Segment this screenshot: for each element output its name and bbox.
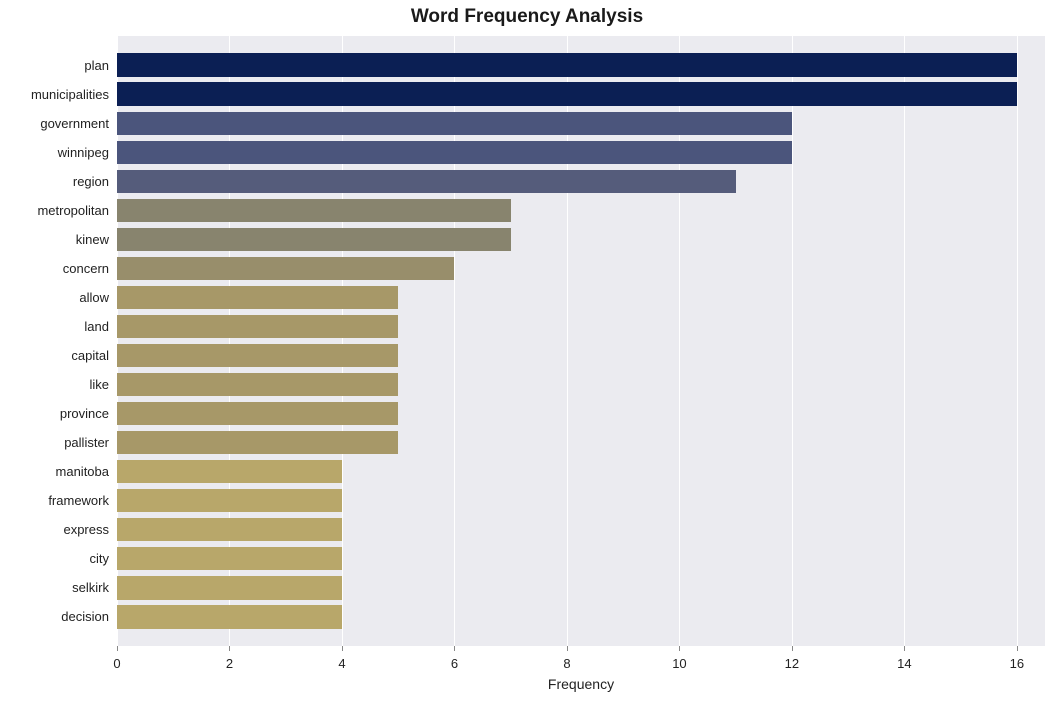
x-gridline [904,36,905,646]
x-tick-mark [904,646,905,651]
x-axis-label: Frequency [548,676,614,692]
bar [117,402,398,425]
y-tick-label: framework [48,493,109,508]
bar [117,315,398,338]
y-tick-label: allow [79,290,109,305]
x-tick-mark [342,646,343,651]
y-tick-label: express [63,522,109,537]
bar [117,431,398,454]
y-tick-label: province [60,406,109,421]
x-tick-mark [454,646,455,651]
x-gridline [792,36,793,646]
bar [117,605,342,628]
chart-container: Word Frequency Analysis Frequency 0 2 4 6 8 1… [0,0,1054,701]
bar [117,576,342,599]
bar [117,547,342,570]
x-tick-label: 6 [451,656,458,671]
y-tick-label: selkirk [72,580,109,595]
x-tick-mark [229,646,230,651]
y-tick-label: concern [63,261,109,276]
plot-area [117,36,1045,646]
bar [117,489,342,512]
x-tick-mark [567,646,568,651]
y-tick-label: city [90,551,110,566]
y-tick-label: manitoba [56,464,109,479]
bar [117,344,398,367]
x-tick-label: 12 [785,656,799,671]
x-tick-label: 2 [226,656,233,671]
x-tick-label: 8 [563,656,570,671]
y-tick-label: region [73,174,109,189]
x-tick-label: 0 [113,656,120,671]
y-tick-label: kinew [76,232,109,247]
x-tick-mark [792,646,793,651]
y-tick-label: land [84,319,109,334]
bar [117,518,342,541]
bar [117,286,398,309]
bar [117,141,792,164]
y-tick-label: winnipeg [58,145,109,160]
y-tick-label: metropolitan [37,203,109,218]
x-tick-mark [117,646,118,651]
x-gridline [1017,36,1018,646]
y-tick-label: plan [84,58,109,73]
x-tick-label: 4 [338,656,345,671]
x-tick-mark [679,646,680,651]
bar [117,257,454,280]
y-tick-label: capital [71,348,109,363]
x-tick-mark [1017,646,1018,651]
y-tick-label: decision [61,609,109,624]
x-tick-label: 10 [672,656,686,671]
bar [117,373,398,396]
x-tick-label: 14 [897,656,911,671]
x-tick-label: 16 [1010,656,1024,671]
y-tick-label: pallister [64,435,109,450]
bar [117,228,511,251]
chart-title: Word Frequency Analysis [0,6,1054,28]
bar [117,112,792,135]
bar [117,53,1017,76]
y-tick-label: like [89,377,109,392]
bar [117,82,1017,105]
y-tick-label: government [40,116,109,131]
bar [117,170,736,193]
bar [117,199,511,222]
y-tick-label: municipalities [31,87,109,102]
bar [117,460,342,483]
